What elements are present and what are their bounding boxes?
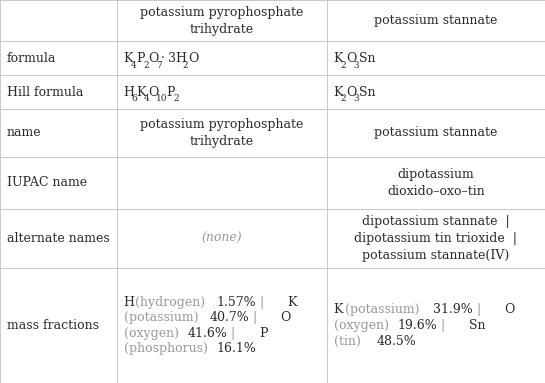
- Text: formula: formula: [7, 52, 56, 65]
- Text: (oxygen): (oxygen): [124, 327, 183, 340]
- Text: 3H: 3H: [168, 52, 187, 65]
- Text: P: P: [136, 52, 145, 65]
- Text: O: O: [505, 303, 515, 316]
- Text: |: |: [245, 311, 265, 324]
- Text: (tin): (tin): [334, 335, 365, 348]
- Text: K: K: [288, 296, 297, 309]
- Text: 4: 4: [131, 61, 137, 70]
- Text: K: K: [334, 85, 343, 98]
- Text: K: K: [136, 85, 146, 98]
- Text: P: P: [166, 85, 175, 98]
- Text: (potassium): (potassium): [341, 303, 423, 316]
- Text: ·: ·: [161, 52, 165, 65]
- Text: |: |: [223, 327, 244, 340]
- Text: H: H: [124, 85, 135, 98]
- Text: O: O: [149, 52, 159, 65]
- Text: 3: 3: [353, 61, 359, 70]
- Text: IUPAC name: IUPAC name: [7, 176, 87, 189]
- Text: Sn: Sn: [359, 85, 375, 98]
- Text: O: O: [188, 52, 198, 65]
- Text: 6: 6: [131, 94, 137, 103]
- Text: potassium pyrophosphate
trihydrate: potassium pyrophosphate trihydrate: [141, 118, 304, 148]
- Text: O: O: [346, 52, 356, 65]
- Text: (hydrogen): (hydrogen): [131, 296, 209, 309]
- Text: Hill formula: Hill formula: [7, 85, 83, 98]
- Text: 2: 2: [183, 61, 189, 70]
- Text: 31.9%: 31.9%: [433, 303, 473, 316]
- Text: 10: 10: [156, 94, 167, 103]
- Text: 7: 7: [156, 61, 162, 70]
- Text: mass fractions: mass fractions: [7, 319, 99, 332]
- Text: |: |: [252, 296, 272, 309]
- Text: K: K: [124, 52, 133, 65]
- Text: O: O: [149, 85, 159, 98]
- Text: potassium pyrophosphate
trihydrate: potassium pyrophosphate trihydrate: [141, 6, 304, 36]
- Text: Sn: Sn: [359, 52, 375, 65]
- Text: H: H: [124, 296, 135, 309]
- Text: 19.6%: 19.6%: [398, 319, 438, 332]
- Text: 1.57%: 1.57%: [216, 296, 256, 309]
- Text: 2: 2: [174, 94, 179, 103]
- Text: Sn: Sn: [469, 319, 486, 332]
- Text: K: K: [334, 303, 343, 316]
- Text: 3: 3: [353, 94, 359, 103]
- Text: 2: 2: [341, 61, 347, 70]
- Text: 48.5%: 48.5%: [376, 335, 416, 348]
- Text: 40.7%: 40.7%: [209, 311, 249, 324]
- Text: 4: 4: [143, 94, 149, 103]
- Text: 16.1%: 16.1%: [216, 342, 256, 355]
- Text: P: P: [259, 327, 268, 340]
- Text: 41.6%: 41.6%: [188, 327, 228, 340]
- Text: dipotassium
dioxido–oxo–tin: dipotassium dioxido–oxo–tin: [387, 168, 485, 198]
- Text: 2: 2: [143, 61, 149, 70]
- Text: K: K: [334, 52, 343, 65]
- Text: potassium stannate: potassium stannate: [374, 14, 498, 27]
- Text: 2: 2: [341, 94, 347, 103]
- Text: |: |: [469, 303, 489, 316]
- Text: O: O: [346, 85, 356, 98]
- Text: |: |: [433, 319, 453, 332]
- Text: potassium stannate: potassium stannate: [374, 126, 498, 139]
- Text: (oxygen): (oxygen): [334, 319, 392, 332]
- Text: name: name: [7, 126, 41, 139]
- Text: alternate names: alternate names: [7, 232, 110, 245]
- Text: (potassium): (potassium): [124, 311, 202, 324]
- Text: dipotassium stannate  |
dipotassium tin trioxide  |
potassium stannate(IV): dipotassium stannate | dipotassium tin t…: [354, 215, 518, 262]
- Text: O: O: [281, 311, 291, 324]
- Text: (none): (none): [202, 232, 243, 245]
- Text: (phosphorus): (phosphorus): [124, 342, 211, 355]
